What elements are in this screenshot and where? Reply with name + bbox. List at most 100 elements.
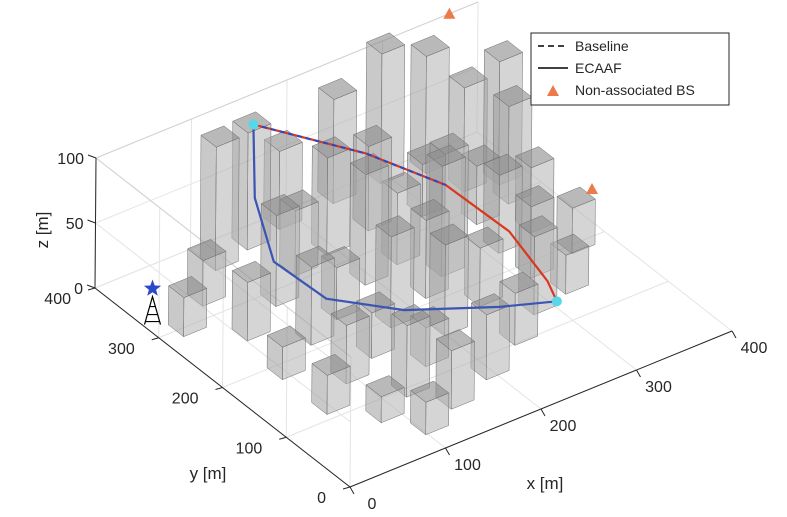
y-tick-mark: [87, 287, 96, 291]
building-roof: [499, 271, 539, 294]
z-tick-mark: [87, 154, 97, 159]
z-tick-label: 100: [57, 151, 84, 168]
building-front: [247, 272, 271, 342]
building: [410, 380, 450, 436]
building-roof: [429, 132, 469, 155]
building-front: [485, 305, 510, 381]
associated-bs-star-icon: [143, 279, 162, 296]
x-tick-label: 0: [368, 496, 377, 512]
building-roof: [330, 303, 370, 326]
building: [365, 375, 405, 424]
z-tick-mark: [87, 219, 96, 224]
building-roof: [366, 32, 406, 55]
legend-nonassoc-label: Non-associated BS: [575, 82, 695, 98]
legend-box: [530, 32, 730, 106]
buildings-layer: [168, 32, 596, 436]
waypoint-marker: [248, 119, 259, 130]
building: [464, 226, 504, 308]
y-tick-mark: [151, 337, 159, 341]
x-axis-label: x [m]: [527, 474, 564, 493]
x-tick-label: 300: [645, 379, 672, 396]
building-roof: [410, 380, 450, 403]
z-tick-mark: [86, 284, 96, 289]
x-tick-label: 400: [741, 340, 768, 357]
building-roof: [295, 245, 335, 268]
building-roof: [515, 185, 555, 208]
building-roof: [518, 215, 558, 238]
y-tick-label: 400: [44, 291, 71, 308]
building-roof: [483, 153, 523, 176]
baseline-path: [253, 123, 558, 302]
building-front: [450, 341, 475, 410]
z-axis-label: z [m]: [33, 212, 52, 249]
y-tick-label: 0: [317, 490, 326, 507]
x-tick-label: 200: [550, 418, 577, 435]
building-roof: [260, 194, 300, 216]
building-roof: [464, 226, 504, 249]
building-roof: [493, 85, 533, 107]
y-tick-mark: [215, 387, 223, 390]
building: [199, 125, 240, 272]
legend-ecaaf-label: ECAAF: [575, 60, 622, 76]
building-roof: [318, 78, 358, 100]
building-roof: [200, 125, 240, 148]
z-tick-label: 50: [66, 216, 84, 233]
building-roof: [410, 34, 450, 57]
legend-triangle-icon: [547, 85, 559, 96]
building-roof: [365, 375, 405, 398]
y-tick-mark: [279, 436, 287, 440]
building-roof: [410, 198, 450, 221]
building-roof: [311, 354, 351, 376]
x-tick-mark: [445, 447, 450, 456]
tower-lattice: [143, 294, 162, 325]
building-roof: [429, 223, 469, 246]
building-roof: [515, 146, 555, 169]
y-tick-label: 300: [108, 341, 135, 358]
baseline-dashed-segment: [253, 123, 447, 186]
x-tick-mark: [731, 330, 737, 339]
building-roof: [375, 215, 415, 238]
building-roof: [448, 66, 488, 89]
y-axis-label: y [m]: [190, 464, 227, 483]
building: [266, 325, 306, 381]
markers-layer: [143, 7, 598, 325]
y-tick-label: 200: [172, 391, 199, 408]
y-tick-label: 100: [236, 440, 263, 457]
non-associated-bs-marker: [443, 7, 456, 19]
building-roof: [168, 276, 208, 298]
non-associated-bs-marker: [586, 183, 598, 195]
trajectories-layer: [252, 123, 558, 312]
building-front: [514, 283, 539, 346]
building-side: [231, 270, 248, 342]
z-tick-label: 0: [74, 281, 83, 298]
building: [311, 136, 351, 257]
x-tick-mark: [540, 408, 546, 417]
building-roof: [353, 124, 393, 147]
legend: Baseline ECAAF Non-associated BS: [530, 32, 730, 106]
building-roof: [311, 136, 351, 159]
ecaaf-path: [252, 124, 558, 312]
building: [311, 354, 351, 416]
building-roof: [426, 144, 466, 167]
building-front: [326, 148, 351, 256]
waypoint-marker: [551, 296, 562, 307]
building-roof: [435, 329, 476, 352]
building-roof: [187, 239, 227, 261]
grid-line: [95, 222, 351, 423]
building-roof: [266, 325, 306, 348]
x-tick-mark: [349, 486, 355, 495]
legend-baseline-label: Baseline: [575, 38, 629, 54]
building: [231, 260, 272, 342]
building: [295, 245, 335, 346]
building-roof: [483, 40, 524, 63]
associated-bs-tower-icon: [143, 279, 162, 325]
x-tick-label: 100: [454, 457, 481, 474]
y-tick-mark: [342, 486, 351, 490]
building-roof: [556, 186, 596, 209]
building-roof: [231, 260, 272, 283]
building: [168, 276, 208, 338]
x-tick-mark: [636, 369, 641, 378]
